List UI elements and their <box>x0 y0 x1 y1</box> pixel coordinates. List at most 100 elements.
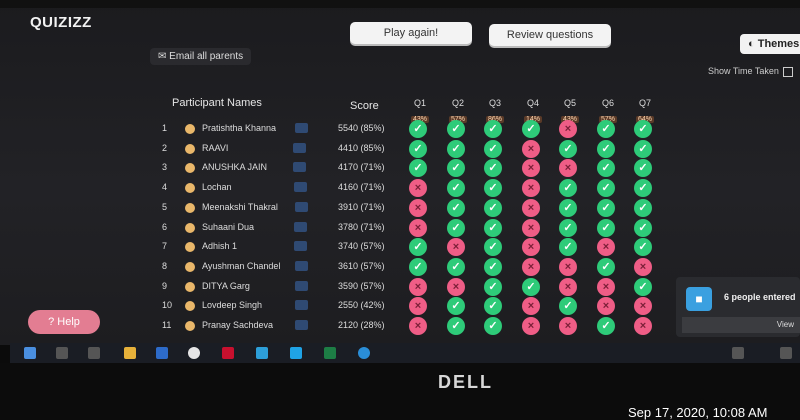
question-header[interactable]: Q5 43% <box>555 98 585 126</box>
task-view-icon[interactable] <box>88 347 100 359</box>
participant-name[interactable]: ANUSHKA JAIN <box>202 162 268 173</box>
correct-answer-icon[interactable]: ✓ <box>484 238 502 257</box>
wrong-answer-icon[interactable]: × <box>522 179 540 198</box>
table-row[interactable]: 5 Meenakshi Thakral 3910 (71%) × ✓ ✓ × ✓ ✓ ✓ <box>150 198 670 218</box>
wrong-answer-icon[interactable]: × <box>522 238 540 257</box>
correct-answer-icon[interactable]: ✓ <box>522 277 540 296</box>
wrong-answer-icon[interactable]: × <box>409 297 427 316</box>
wrong-answer-icon[interactable]: × <box>522 198 540 217</box>
correct-answer-icon[interactable]: ✓ <box>634 120 652 138</box>
table-row[interactable]: 1 Pratishtha Khanna 5540 (85%) ✓ ✓ ✓ ✓ × ✓ ✓ <box>150 120 670 139</box>
correct-answer-icon[interactable]: ✓ <box>597 179 615 198</box>
wrong-answer-icon[interactable]: × <box>559 159 577 178</box>
windows-start-icon[interactable] <box>24 347 36 359</box>
video-call-icon[interactable] <box>290 347 302 359</box>
wrong-answer-icon[interactable]: × <box>522 159 540 178</box>
correct-answer-icon[interactable]: ✓ <box>447 139 465 158</box>
email-icon[interactable] <box>294 221 307 232</box>
email-all-parents-button[interactable]: ✉ Email all parents <box>150 48 252 65</box>
table-row[interactable]: 9 DITYA Garg 3590 (57%) × × ✓ ✓ × × ✓ <box>150 277 670 297</box>
participant-name[interactable]: Meenakshi Thakral <box>202 201 278 212</box>
correct-answer-icon[interactable]: ✓ <box>484 139 502 158</box>
correct-answer-icon[interactable]: ✓ <box>447 257 465 276</box>
wrong-answer-icon[interactable]: × <box>409 179 427 198</box>
question-header[interactable]: Q4 14% <box>518 98 548 126</box>
chrome-icon[interactable] <box>188 347 200 359</box>
participant-name[interactable]: Adhish 1 <box>202 241 238 252</box>
checkbox[interactable] <box>782 66 793 77</box>
participant-name[interactable]: Pranay Sachdeva <box>202 320 274 330</box>
correct-answer-icon[interactable]: ✓ <box>484 159 502 178</box>
correct-answer-icon[interactable]: ✓ <box>409 120 427 138</box>
calendar-icon[interactable] <box>256 347 268 359</box>
question-header[interactable]: Q3 86% <box>480 98 510 126</box>
participant-name[interactable]: RAAVI <box>202 142 229 153</box>
wrong-answer-icon[interactable]: × <box>597 297 615 316</box>
correct-answer-icon[interactable]: ✓ <box>634 179 652 198</box>
show-time-toggle[interactable]: Show Time Taken <box>708 66 793 77</box>
review-questions-button[interactable]: Review questions <box>489 24 611 46</box>
correct-answer-icon[interactable]: ✓ <box>634 218 652 237</box>
correct-answer-icon[interactable]: ✓ <box>559 297 577 316</box>
wrong-answer-icon[interactable]: × <box>634 317 652 335</box>
email-icon[interactable] <box>294 182 307 193</box>
wrong-answer-icon[interactable]: × <box>559 317 577 335</box>
table-row[interactable]: 6 Suhaani Dua 3780 (71%) × ✓ ✓ × ✓ ✓ ✓ <box>150 218 670 238</box>
correct-answer-icon[interactable]: ✓ <box>447 120 465 138</box>
question-header[interactable]: Q2 57% <box>443 98 473 126</box>
wrong-answer-icon[interactable]: × <box>409 317 427 335</box>
email-icon[interactable] <box>294 241 307 252</box>
email-icon[interactable] <box>293 142 306 153</box>
email-icon[interactable] <box>295 201 308 212</box>
wrong-answer-icon[interactable]: × <box>634 297 652 316</box>
correct-answer-icon[interactable]: ✓ <box>597 159 615 178</box>
participant-name[interactable]: Pratishtha Khanna <box>202 123 277 133</box>
table-row[interactable]: 7 Adhish 1 3740 (57%) ✓ × ✓ × ✓ × ✓ <box>150 238 670 257</box>
email-icon[interactable] <box>295 300 308 311</box>
correct-answer-icon[interactable]: ✓ <box>447 179 465 198</box>
wrong-answer-icon[interactable]: × <box>447 277 465 296</box>
table-row[interactable]: 8 Ayushman Chandel 3610 (57%) ✓ ✓ ✓ × × ✓ × <box>150 257 670 277</box>
view-button[interactable]: View <box>682 317 800 333</box>
correct-answer-icon[interactable]: ✓ <box>484 120 502 138</box>
correct-answer-icon[interactable]: ✓ <box>409 139 427 158</box>
correct-answer-icon[interactable]: ✓ <box>597 317 615 335</box>
participant-name[interactable]: Ayushman Chandel <box>202 260 281 271</box>
correct-answer-icon[interactable]: ✓ <box>484 257 502 276</box>
table-row[interactable]: 3 ANUSHKA JAIN 4170 (71%) ✓ ✓ ✓ × × ✓ ✓ <box>150 159 670 178</box>
netflix-icon[interactable] <box>222 347 234 359</box>
participant-name[interactable]: Suhaani Dua <box>202 221 255 232</box>
question-header[interactable]: Q6 57% <box>593 98 623 126</box>
wrong-answer-icon[interactable]: × <box>409 198 427 217</box>
correct-answer-icon[interactable]: ✓ <box>409 257 427 276</box>
wrong-answer-icon[interactable]: × <box>522 218 540 237</box>
correct-answer-icon[interactable]: ✓ <box>484 317 502 335</box>
table-row[interactable]: 10 Lovdeep Singh 2550 (42%) × ✓ ✓ × ✓ × × <box>150 297 670 316</box>
correct-answer-icon[interactable]: ✓ <box>447 218 465 237</box>
correct-answer-icon[interactable]: ✓ <box>597 198 615 217</box>
wrong-answer-icon[interactable]: × <box>559 120 577 138</box>
excel-icon[interactable] <box>324 347 336 359</box>
correct-answer-icon[interactable]: ✓ <box>559 218 577 237</box>
wrong-answer-icon[interactable]: × <box>447 238 465 257</box>
correct-answer-icon[interactable]: ✓ <box>634 238 652 257</box>
help-button[interactable]: ? Help <box>28 310 100 334</box>
correct-answer-icon[interactable]: ✓ <box>409 159 427 178</box>
correct-answer-icon[interactable]: ✓ <box>522 120 540 138</box>
correct-answer-icon[interactable]: ✓ <box>447 159 465 178</box>
correct-answer-icon[interactable]: ✓ <box>484 198 502 217</box>
wrong-answer-icon[interactable]: × <box>522 139 540 158</box>
wrong-answer-icon[interactable]: × <box>597 238 615 257</box>
correct-answer-icon[interactable]: ✓ <box>447 297 465 316</box>
correct-answer-icon[interactable]: ✓ <box>409 238 427 257</box>
email-icon[interactable] <box>295 320 308 330</box>
participant-name[interactable]: Lochan <box>202 182 232 193</box>
correct-answer-icon[interactable]: ✓ <box>597 120 615 138</box>
wrong-answer-icon[interactable]: × <box>559 277 577 296</box>
correct-answer-icon[interactable]: ✓ <box>447 317 465 335</box>
table-row[interactable]: 11 Pranay Sachdeva 2120 (28%) × ✓ ✓ × × ✓ × <box>150 317 670 336</box>
correct-answer-icon[interactable]: ✓ <box>484 179 502 198</box>
correct-answer-icon[interactable]: ✓ <box>597 139 615 158</box>
correct-answer-icon[interactable]: ✓ <box>559 179 577 198</box>
table-row[interactable]: 2 RAAVI 4410 (85%) ✓ ✓ ✓ × ✓ ✓ ✓ <box>150 139 670 159</box>
